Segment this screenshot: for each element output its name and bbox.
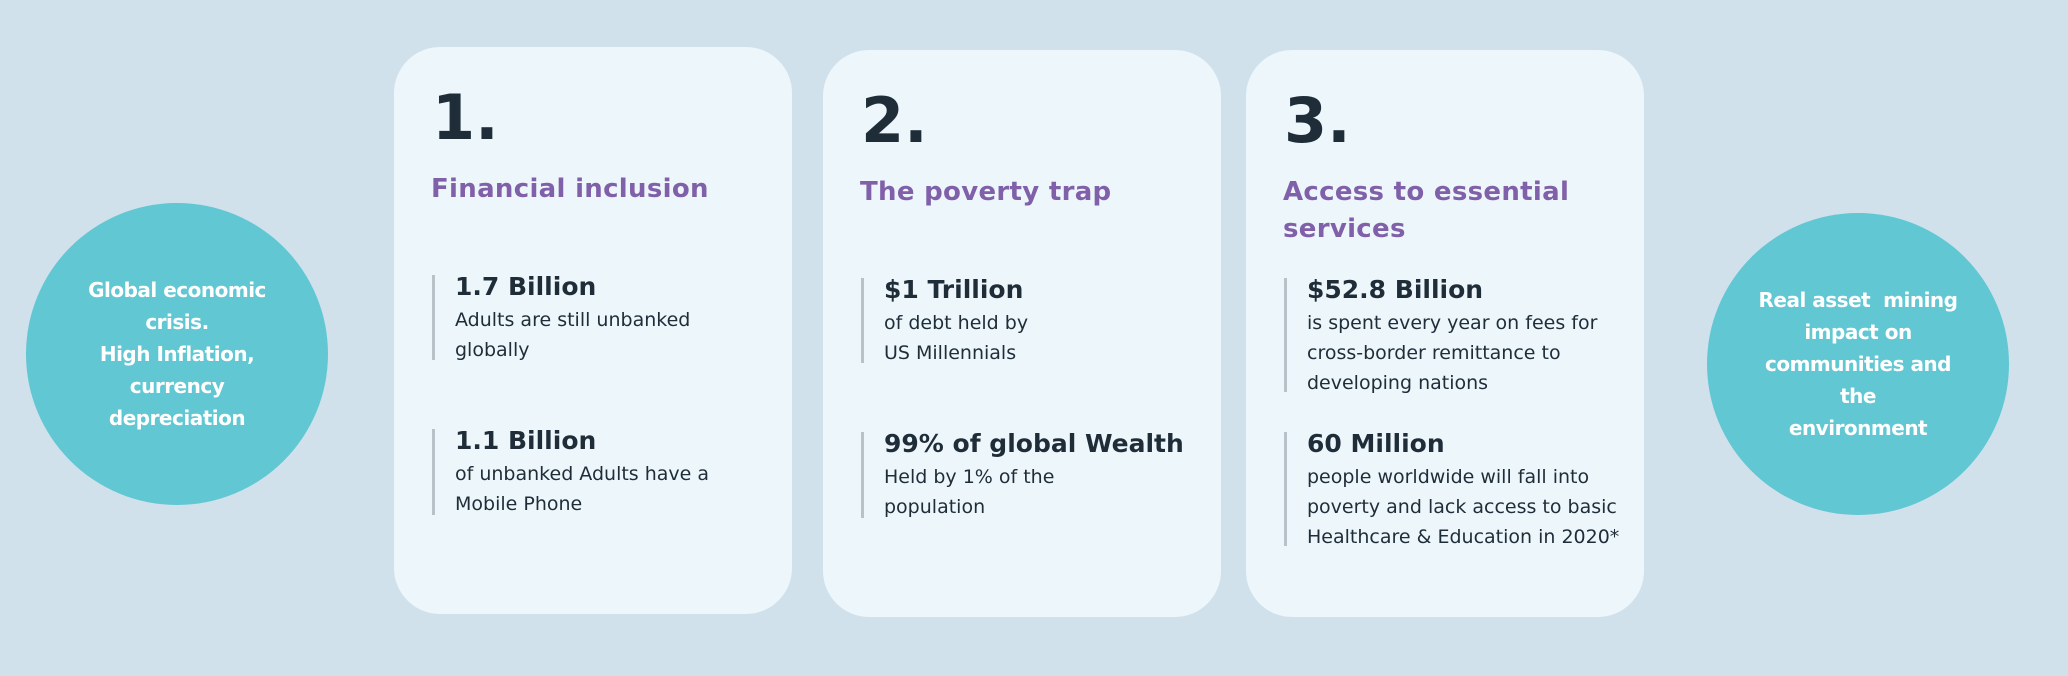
stat-heading: $1 Trillion [884, 275, 1024, 304]
card-number: 2. [861, 84, 928, 157]
circle-line: environment [1788, 416, 1928, 440]
card-number: 1. [432, 81, 499, 154]
circle-line: depreciation [108, 406, 246, 430]
stat-block: 1.1 Billion of unbanked Adults have a Mo… [432, 426, 755, 515]
global-crisis-circle: Global economic crisis. High Inflation, … [26, 203, 328, 505]
card-number: 3. [1284, 84, 1351, 157]
circle-line: Real asset mining [1758, 288, 1958, 312]
stat-heading: 99% of global Wealth [884, 429, 1184, 458]
stat-block: 60 Million people worldwide will fall in… [1284, 429, 1637, 548]
mining-impact-text: Real asset mining impact on communities … [1748, 284, 1968, 444]
circle-line: crisis. [145, 310, 209, 334]
stat-body: Held by 1% of the population [884, 466, 1055, 518]
stat-body: of debt held by US Millennials [884, 312, 1029, 364]
stat-block: 99% of global Wealth Held by 1% of the p… [861, 429, 1184, 518]
circle-line: currency [129, 374, 225, 398]
circle-line: impact on [1804, 320, 1912, 344]
stat-body: is spent every year on fees for cross-bo… [1307, 312, 1598, 394]
stat-block: $1 Trillion of debt held by US Millennia… [861, 275, 1044, 364]
card-essential-services: 3. Access to essential services $52.8 Bi… [1246, 50, 1644, 617]
circle-line: High Inflation, [99, 342, 255, 366]
stat-body: of unbanked Adults have a Mobile Phone [455, 463, 710, 515]
stat-body: people worldwide will fall into poverty … [1307, 466, 1620, 548]
card-financial-inclusion: 1. Financial inclusion 1.7 Billion Adult… [394, 47, 792, 614]
card-poverty-trap: 2. The poverty trap $1 Trillion of debt … [823, 50, 1221, 617]
stat-block: 1.7 Billion Adults are still unbanked gl… [432, 272, 715, 361]
card-title: Financial inclusion [431, 174, 709, 204]
card-title: The poverty trap [860, 177, 1112, 207]
global-crisis-text: Global economic crisis. High Inflation, … [77, 274, 277, 434]
stat-body: Adults are still unbanked globally [455, 309, 691, 361]
stat-block: $52.8 Billion is spent every year on fee… [1284, 275, 1607, 394]
stat-heading: 1.1 Billion [455, 426, 597, 455]
circle-line: communities and the [1764, 352, 1952, 408]
mining-impact-circle: Real asset mining impact on communities … [1707, 213, 2009, 515]
stat-heading: $52.8 Billion [1307, 275, 1484, 304]
stat-heading: 1.7 Billion [455, 272, 597, 301]
circle-line: Global economic [88, 278, 266, 302]
stat-heading: 60 Million [1307, 429, 1445, 458]
card-title: Access to essential services [1283, 177, 1570, 244]
